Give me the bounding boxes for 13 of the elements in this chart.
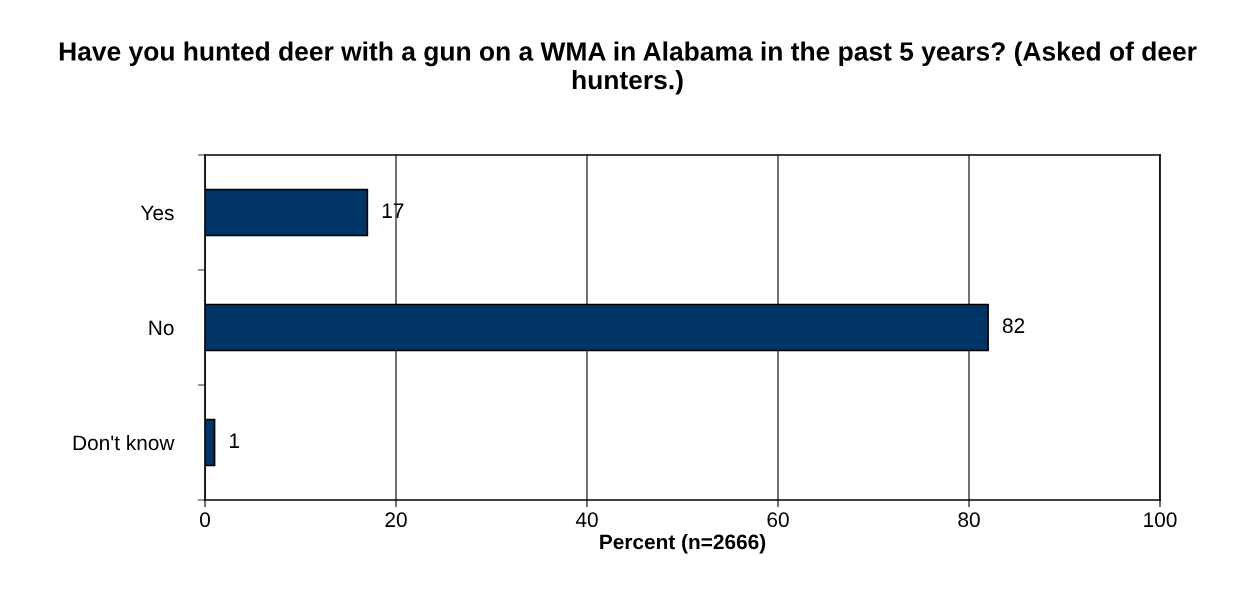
- y-tick-label: Yes: [140, 205, 174, 221]
- chart-title: Have you hunted deer with a gun on a WMA in Alabama in the past 5 years? (Asked of deer hunters.): [59, 41, 1197, 95]
- x-tick-label: 80: [958, 512, 980, 528]
- x-tick-label: 40: [575, 512, 598, 528]
- x-axis-title: Percent (n=2666): [600, 534, 766, 554]
- x-tick-label: 0: [200, 512, 210, 528]
- data-label: 82: [1002, 318, 1025, 334]
- y-tick-label: No: [149, 320, 174, 336]
- x-tick-label: 60: [767, 512, 789, 528]
- x-tick-label: 100: [1144, 512, 1177, 528]
- x-tick-label: 20: [385, 512, 407, 528]
- data-label: 1: [230, 433, 240, 448]
- y-tick-label: Don't know: [73, 434, 175, 451]
